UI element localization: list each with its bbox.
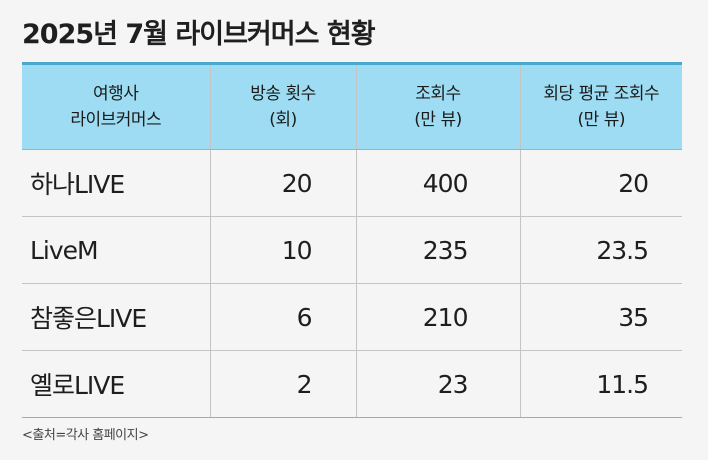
header-avg-views-line2: (만 뷰) (577, 110, 626, 130)
header-agency-line2: 라이브커머스 (70, 110, 162, 130)
cell-views: 210 (355, 283, 520, 351)
cell-broadcasts: 10 (209, 216, 356, 284)
header-views-line1: 조회수 (415, 84, 461, 104)
table-row: 하나LIVE 20 400 20 (22, 149, 682, 217)
cell-views: 400 (355, 149, 520, 217)
table-row: 옐로LIVE 2 23 11.5 (22, 350, 682, 418)
table-row: LiveM 10 235 23.5 (22, 216, 682, 284)
cell-agency-name: 참좋은LIVE (22, 283, 210, 351)
live-commerce-table: 여행사 라이브커머스 방송 횟수 (회) 조회수 (만 뷰) 회당 평균 조회수… (22, 62, 682, 418)
cell-avg-views: 20 (519, 149, 682, 217)
cell-avg-views: 11.5 (519, 350, 682, 418)
header-broadcasts-line1: 방송 횟수 (250, 84, 316, 104)
header-agency-line1: 여행사 (93, 84, 139, 104)
header-avg-views-line1: 회당 평균 조회수 (543, 84, 660, 104)
cell-agency-name: LiveM (22, 216, 210, 284)
header-broadcasts-line2: (회) (269, 110, 297, 130)
header-agency: 여행사 라이브커머스 (22, 62, 210, 150)
data-table-container: 여행사 라이브커머스 방송 횟수 (회) 조회수 (만 뷰) 회당 평균 조회수… (22, 62, 682, 418)
header-views: 조회수 (만 뷰) (355, 62, 520, 150)
cell-broadcasts: 20 (209, 149, 356, 217)
header-avg-views: 회당 평균 조회수 (만 뷰) (519, 62, 682, 150)
page-title: 2025년 7월 라이브커머스 현황 (22, 19, 376, 50)
cell-views: 235 (355, 216, 520, 284)
cell-agency-name: 하나LIVE (22, 149, 210, 217)
cell-avg-views: 35 (519, 283, 682, 351)
table-header-row: 여행사 라이브커머스 방송 횟수 (회) 조회수 (만 뷰) 회당 평균 조회수… (22, 62, 682, 150)
cell-agency-name: 옐로LIVE (22, 350, 210, 418)
header-broadcasts: 방송 횟수 (회) (209, 62, 356, 150)
header-views-line2: (만 뷰) (414, 110, 462, 130)
cell-broadcasts: 2 (209, 350, 356, 418)
table-row: 참좋은LIVE 6 210 35 (22, 283, 682, 351)
source-caption: <출처=각사 홈페이지> (22, 428, 149, 443)
cell-avg-views: 23.5 (519, 216, 682, 284)
cell-broadcasts: 6 (209, 283, 356, 351)
cell-views: 23 (355, 350, 520, 418)
